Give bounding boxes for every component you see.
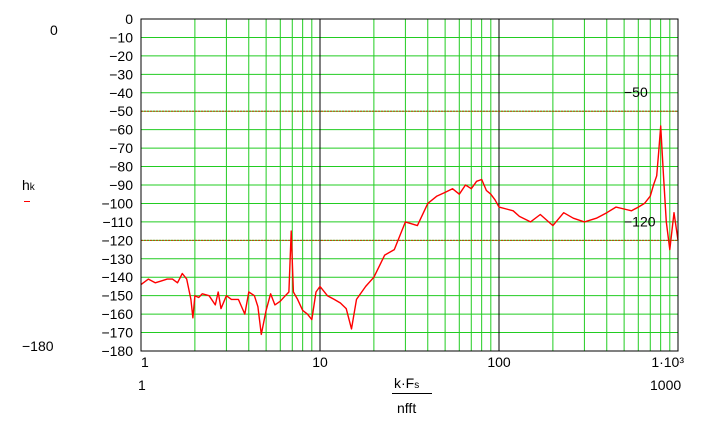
marker-label: −120 xyxy=(624,213,656,229)
y-axis-label: hk xyxy=(22,177,35,196)
y-tick-label: −100 xyxy=(101,195,133,211)
x-tick-label: 1 xyxy=(141,354,149,370)
y-tick-label: −60 xyxy=(109,122,133,138)
x-tick-label: 100 xyxy=(487,354,511,370)
y-axis-label-main: h xyxy=(22,177,30,193)
y-range-bottom: −180 xyxy=(22,338,54,354)
y-tick-label: −110 xyxy=(103,214,134,230)
y-tick-label: −170 xyxy=(101,325,133,341)
x-range-left: 1 xyxy=(138,377,146,393)
y-tick-label: 0 xyxy=(125,11,133,27)
y-tick-label: −120 xyxy=(101,232,133,248)
y-tick-label: −160 xyxy=(101,306,133,322)
x-tick-label: 10 xyxy=(312,354,328,370)
x-axis-expression-denominator: nfft xyxy=(397,400,417,416)
y-tick-label: −40 xyxy=(109,85,133,101)
y-tick-label: −20 xyxy=(109,48,133,64)
y-tick-label: −80 xyxy=(109,159,133,175)
x-expr-num-sub: s xyxy=(414,380,420,391)
series-layer xyxy=(140,125,679,336)
x-range-right: 1000 xyxy=(650,377,682,393)
y-tick-label: −90 xyxy=(109,177,133,193)
y-tick-label: −30 xyxy=(109,66,133,82)
x-expr-num-main: k·F xyxy=(394,375,415,391)
y-tick-label: −150 xyxy=(101,288,133,304)
y-tick-label: −70 xyxy=(109,140,133,156)
series-line xyxy=(140,125,679,336)
y-axis-label-sub: k xyxy=(29,182,35,193)
grid xyxy=(140,18,678,352)
y-tick-label: −10 xyxy=(109,29,133,45)
y-range-top: 0 xyxy=(50,22,58,38)
legend-swatch xyxy=(24,201,30,202)
x-axis-expression-numerator: k·Fs xyxy=(394,375,419,394)
plot-border xyxy=(140,18,679,352)
x-tick-label: 1·10³ xyxy=(651,354,684,370)
reference-lines: −50 −120 xyxy=(141,84,678,241)
y-tick-label: −180 xyxy=(101,343,133,359)
plot-frame xyxy=(140,18,679,352)
marker-label: −50 xyxy=(624,84,648,100)
fraction-bar xyxy=(392,393,432,394)
y-tick-label: −130 xyxy=(101,251,133,267)
y-tick-label: −140 xyxy=(101,269,133,285)
y-tick-labels: 0 −10 −20 −30 −40 −50 −60 −70 −80 −90 −100 −110 −120… xyxy=(101,11,133,359)
y-tick-label: −50 xyxy=(109,103,133,119)
x-tick-labels: 1 10 100 1·10³ xyxy=(141,354,684,370)
